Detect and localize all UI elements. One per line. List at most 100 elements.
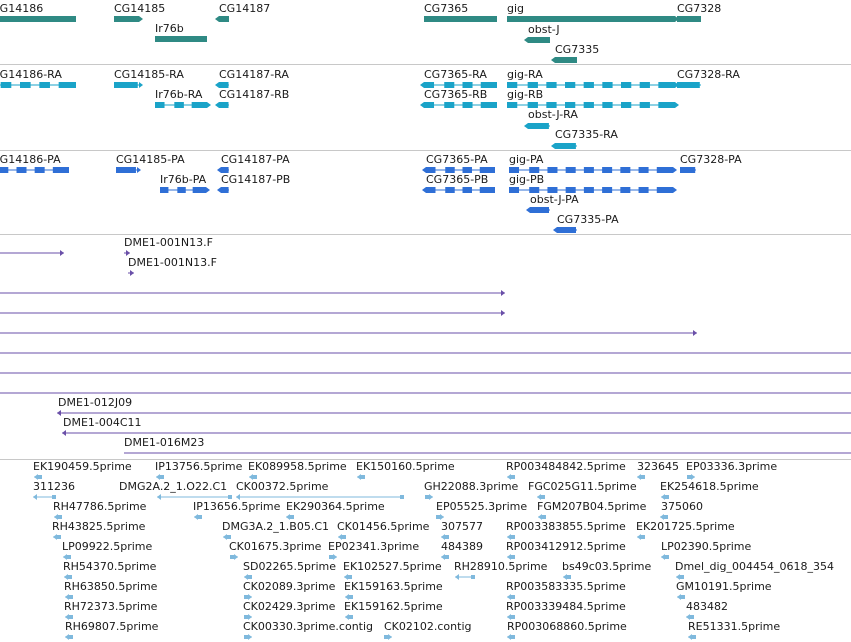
est-feature-glyph[interactable] [336, 571, 360, 583]
gene-feature-label[interactable]: obst-J [528, 23, 560, 36]
est-feature-label[interactable]: EK190459.5prime [33, 460, 132, 473]
clone-feature-glyph[interactable] [0, 247, 72, 259]
est-feature-glyph[interactable] [668, 571, 692, 583]
est-feature-label[interactable]: GM10191.5prime [676, 580, 772, 593]
est-feature-label[interactable]: bs49c03.5prime [562, 560, 652, 573]
transcript-feature-glyph[interactable] [520, 120, 558, 132]
est-feature-glyph[interactable] [653, 491, 677, 503]
protein-feature-glyph[interactable] [522, 204, 558, 216]
est-feature-label[interactable]: RH28910.5prime [454, 560, 548, 573]
transcript-feature-label[interactable]: CG14185-RA [114, 68, 184, 81]
gene-feature-glyph[interactable] [499, 13, 683, 25]
est-feature-label[interactable]: 307577 [441, 520, 483, 533]
est-feature-label[interactable]: EP02341.3prime [328, 540, 420, 553]
est-feature-glyph[interactable] [236, 631, 260, 642]
gene-feature-label[interactable]: Ir76b [155, 22, 184, 35]
est-feature-label[interactable]: CK02429.3prime [243, 600, 336, 613]
est-feature-label[interactable]: LP09922.5prime [62, 540, 153, 553]
protein-feature-glyph[interactable] [549, 224, 585, 236]
transcript-feature-label[interactable]: CG7335-RA [555, 128, 618, 141]
protein-feature-glyph[interactable] [418, 164, 503, 176]
est-feature-glyph[interactable] [222, 551, 246, 563]
gene-feature-label[interactable]: CG7365 [424, 2, 469, 15]
est-feature-label[interactable]: FGM207B04.5prime [537, 500, 647, 513]
est-feature-label[interactable]: RH43825.5prime [52, 520, 146, 533]
gene-feature-label[interactable]: CG7328 [677, 2, 722, 15]
est-feature-label[interactable]: 483482 [686, 600, 728, 613]
est-feature-label[interactable]: RP003068860.5prime [507, 620, 627, 633]
est-feature-glyph[interactable] [215, 531, 239, 543]
est-feature-label[interactable]: RH63850.5prime [64, 580, 158, 593]
est-feature-label[interactable]: RP003412912.5prime [506, 540, 626, 553]
est-feature-label[interactable]: RH54370.5prime [63, 560, 157, 573]
est-feature-glyph[interactable] [330, 531, 354, 543]
est-feature-glyph[interactable] [447, 571, 483, 583]
est-feature-glyph[interactable] [433, 551, 457, 563]
est-feature-label[interactable]: LP02390.5prime [661, 540, 752, 553]
est-feature-label[interactable]: EP03336.3prime [686, 460, 778, 473]
est-feature-label[interactable]: IP13656.5prime [193, 500, 281, 513]
est-feature-glyph[interactable] [337, 611, 361, 623]
protein-feature-glyph[interactable] [672, 164, 704, 176]
transcript-feature-glyph[interactable] [147, 99, 215, 111]
est-feature-glyph[interactable] [148, 471, 172, 483]
est-feature-label[interactable]: CK02102.contig [384, 620, 472, 633]
protein-feature-label[interactable]: obst-J-PA [530, 193, 579, 206]
transcript-feature-glyph[interactable] [669, 79, 709, 91]
transcript-feature-glyph[interactable] [499, 99, 683, 111]
gene-feature-label[interactable]: CG14186 [0, 2, 44, 15]
est-feature-glyph[interactable] [499, 471, 523, 483]
est-feature-label[interactable]: EK254618.5prime [660, 480, 759, 493]
est-feature-label[interactable]: 323645 [637, 460, 679, 473]
est-feature-glyph[interactable] [57, 631, 81, 642]
est-feature-label[interactable]: RE51331.5prime [688, 620, 781, 633]
est-feature-glyph[interactable] [499, 531, 523, 543]
transcript-feature-glyph[interactable] [416, 99, 505, 111]
gene-feature-label[interactable]: gig [507, 2, 525, 15]
transcript-feature-label[interactable]: obst-J-RA [528, 108, 578, 121]
est-feature-label[interactable]: RP003383855.5prime [506, 520, 626, 533]
est-feature-label[interactable]: EK089958.5prime [248, 460, 347, 473]
est-feature-glyph[interactable] [669, 591, 693, 603]
est-feature-glyph[interactable] [55, 551, 79, 563]
est-feature-glyph[interactable] [679, 471, 703, 483]
est-feature-glyph[interactable] [236, 611, 260, 623]
est-feature-glyph[interactable] [653, 551, 677, 563]
clone-feature-glyph[interactable] [54, 427, 851, 439]
protein-feature-label[interactable]: CG7365-PB [426, 173, 489, 186]
transcript-feature-label[interactable]: CG7365-RB [424, 88, 488, 101]
gene-feature-glyph[interactable] [0, 13, 84, 25]
est-feature-label[interactable]: CK02089.3prime [243, 580, 336, 593]
est-feature-label[interactable]: RH72373.5prime [64, 600, 158, 613]
est-feature-label[interactable]: EK150160.5prime [356, 460, 455, 473]
est-feature-glyph[interactable] [278, 511, 302, 523]
est-feature-label[interactable]: RP003583335.5prime [506, 580, 626, 593]
transcript-feature-glyph[interactable] [416, 79, 505, 91]
protein-feature-glyph[interactable] [0, 164, 77, 176]
transcript-feature-label[interactable]: CG14187-RA [219, 68, 289, 81]
est-feature-glyph[interactable] [149, 491, 240, 503]
est-feature-label[interactable]: 311236 [33, 480, 75, 493]
transcript-feature-label[interactable]: CG7365-RA [424, 68, 487, 81]
clone-feature-glyph[interactable] [116, 247, 138, 259]
est-feature-glyph[interactable] [376, 631, 400, 642]
clone-feature-glyph[interactable] [0, 387, 851, 399]
protein-feature-label[interactable]: Ir76b-PA [160, 173, 207, 186]
est-feature-label[interactable]: SD02265.5prime [243, 560, 336, 573]
est-feature-glyph[interactable] [499, 551, 523, 563]
est-feature-glyph[interactable] [236, 571, 260, 583]
protein-feature-label[interactable]: CG14185-PA [116, 153, 185, 166]
protein-feature-glyph[interactable] [501, 164, 681, 176]
est-feature-label[interactable]: RH69807.5prime [65, 620, 159, 633]
protein-feature-glyph[interactable] [213, 184, 237, 196]
est-feature-glyph[interactable] [45, 531, 69, 543]
est-feature-glyph[interactable] [337, 591, 361, 603]
est-feature-glyph[interactable] [629, 471, 653, 483]
protein-feature-label[interactable]: CG7365-PA [426, 153, 488, 166]
protein-feature-label[interactable]: CG14186-PA [0, 153, 61, 166]
est-feature-glyph[interactable] [228, 491, 412, 503]
transcript-feature-label[interactable]: CG14186-RA [0, 68, 62, 81]
est-feature-glyph[interactable] [555, 571, 579, 583]
est-feature-glyph[interactable] [236, 591, 260, 603]
clone-feature-glyph[interactable] [49, 407, 851, 419]
